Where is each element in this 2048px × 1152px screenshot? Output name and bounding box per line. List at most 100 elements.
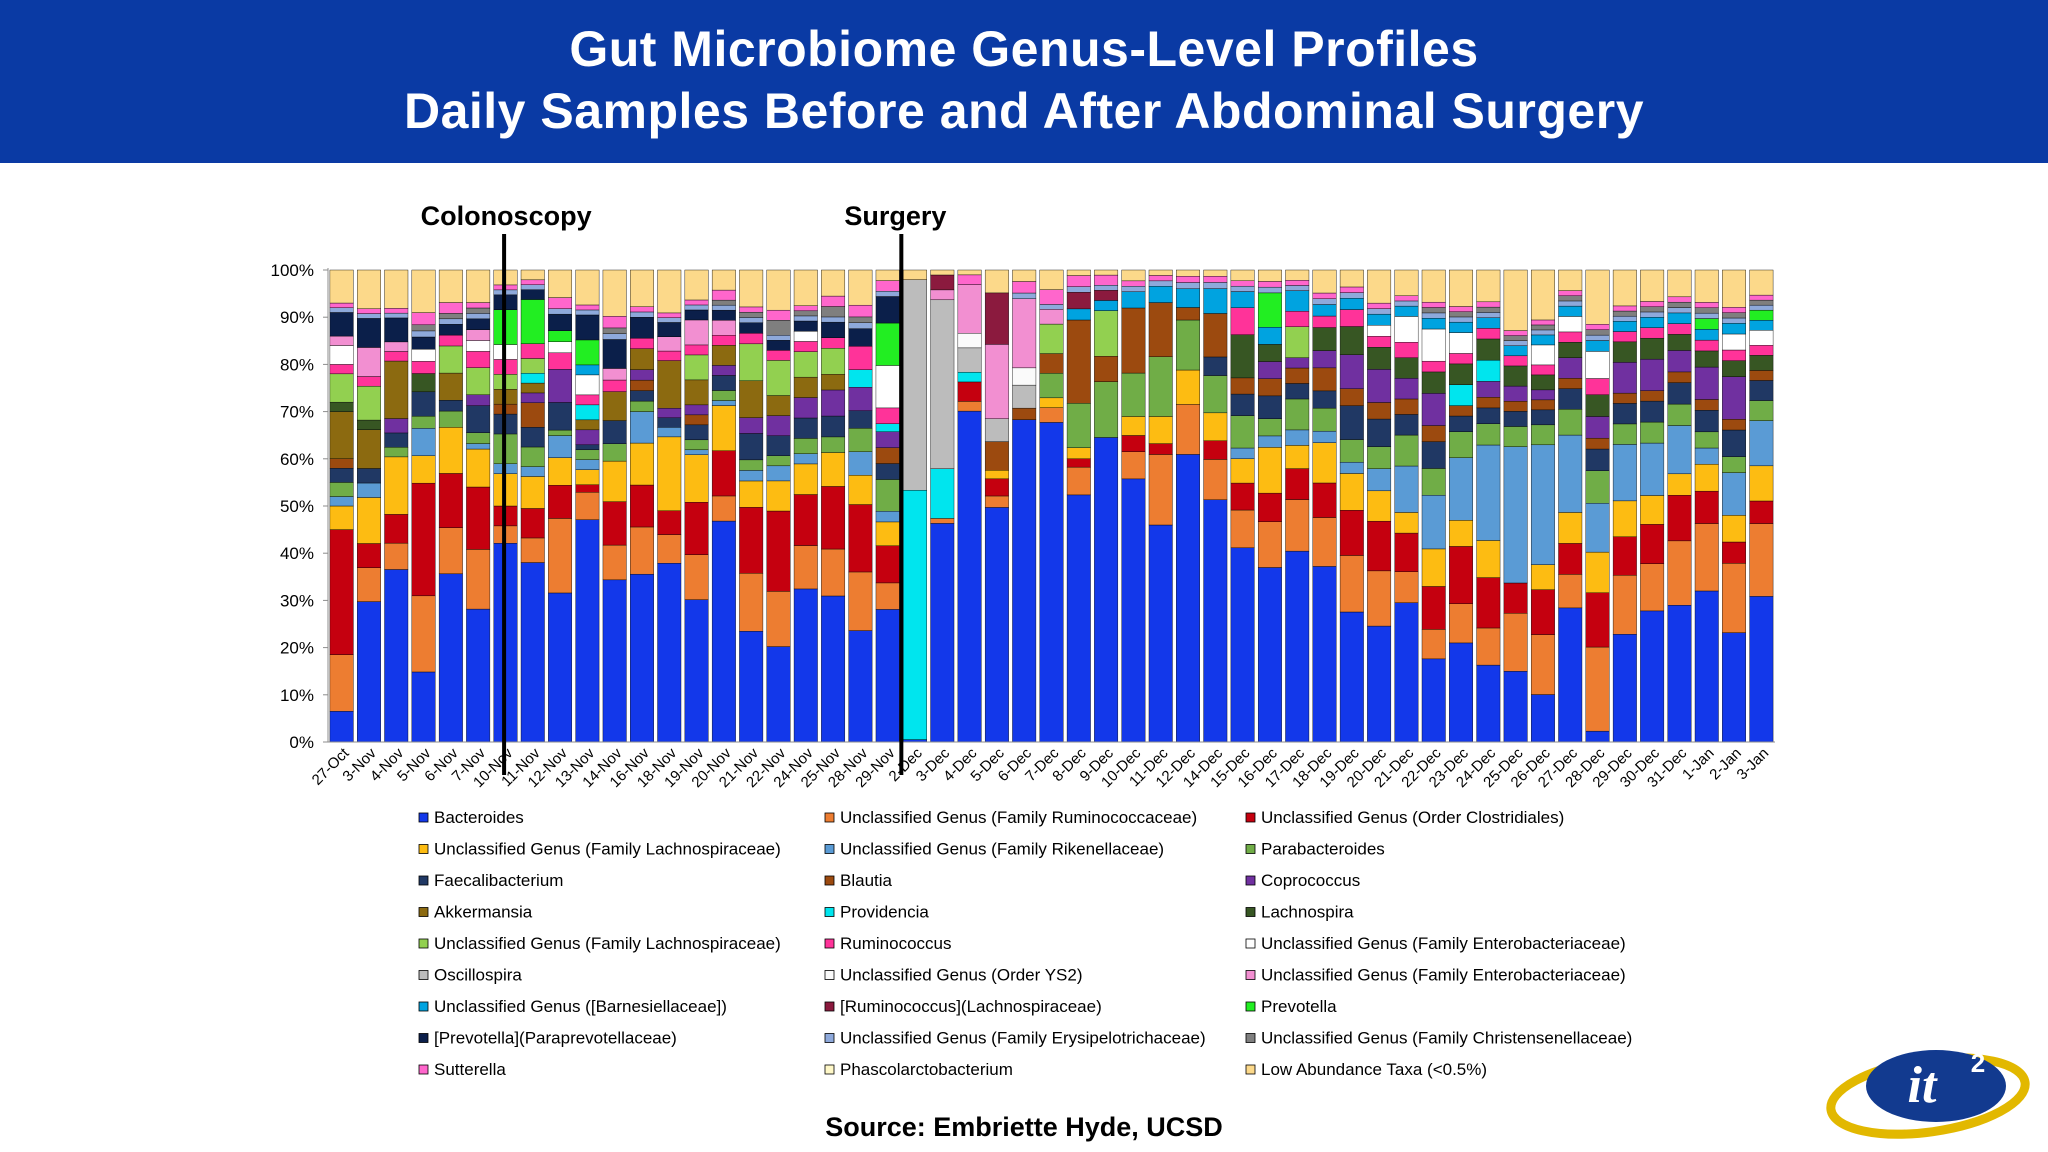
bar-segment-27-oct-unclassified-genus-family-rikenellaceae — [329, 496, 354, 507]
bar-segment-7-nov-faecalibacterium — [466, 405, 491, 433]
bar-segment-2-jan-unclassified-genus-family-erysipelotrichaceae — [1722, 317, 1746, 324]
bar-segment-23-dec-bacteroides — [1449, 642, 1473, 743]
bar-segment-20-nov-akkermansia — [711, 345, 736, 366]
bar-segment-22-nov-unclassified-genus-family-lachnospiraceae — [766, 360, 791, 396]
bar-segment-21-nov-ruminococcus — [739, 333, 764, 345]
bar-segment-16-nov-low-abundance-taxa-0-5 — [630, 269, 654, 307]
bar-segment-24-nov-sutterella — [793, 305, 818, 312]
bar-segment-28-nov-sutterella — [848, 304, 873, 318]
bar-segment-11-nov-low-abundance-taxa-0-5 — [520, 269, 545, 281]
stacked-bar-chart: 0%10%20%30%40%50%60%70%80%90%100%27-Oct3… — [271, 201, 1775, 1079]
y-tick-label: 30% — [280, 591, 314, 610]
bar-segment-18-dec-ruminococcus — [1312, 315, 1337, 328]
bar-segment-29-dec-unclassified-genus-family-ruminococcaceae — [1612, 575, 1637, 635]
legend-label-low-abundance-taxa-0-5: Low Abundance Taxa (<0.5%) — [1261, 1060, 1487, 1079]
bar-segment-5-dec-blautia — [984, 441, 1009, 471]
bar-segment-22-dec-unclassified-genus-family-erysipelotrichaceae — [1421, 312, 1446, 319]
source-caption: Source: Embriette Hyde, UCSD — [825, 1112, 1223, 1142]
bar-segment-5-dec-low-abundance-taxa-0-5 — [984, 269, 1009, 294]
bar-segment-5-dec-ruminococcus-lachnospiraceae — [984, 292, 1009, 345]
bar-segment-11-nov-unclassified-genus-family-erysipelotrichaceae — [520, 284, 545, 290]
legend-swatch-unclassified-genus-family-enterobacteriaceae — [1245, 970, 1256, 980]
bar-segment-12-dec-sutterella — [1176, 276, 1200, 283]
bar-segment-5-nov-unclassified-genus-family-rikenellaceae — [411, 428, 436, 456]
bar-segment-3-nov-unclassified-genus-family-lachnospiraceae — [357, 385, 381, 421]
bar-segment-27-oct-bacteroides — [329, 711, 354, 743]
bar-segment-22-dec-sutterella — [1421, 301, 1446, 308]
bar-segment-24-dec-low-abundance-taxa-0-5 — [1476, 269, 1501, 303]
bar-segment-22-dec-unclassified-genus-family-christensenellaceae — [1421, 307, 1446, 314]
bar-segment-11-nov-faecalibacterium — [520, 427, 545, 448]
bar-segment-24-nov-prevotella-paraprevotellaceae — [793, 320, 818, 332]
bar-segment-25-dec-blautia — [1503, 401, 1528, 412]
bar-segment-25-nov-unclassified-genus-family-erysipelotrichaceae — [821, 316, 846, 323]
bar-segment-2-jan-coprococcus — [1722, 376, 1746, 420]
bar-segment-22-nov-unclassified-genus-family-ruminococcaceae — [766, 591, 791, 647]
bar-segment-20-dec-unclassified-genus-family-enterobacteriaceae — [1367, 324, 1392, 337]
bar-segment-13-nov-ruminococcus — [575, 394, 600, 406]
bar-segment-16-dec-sutterella — [1257, 281, 1282, 288]
bar-segment-19-nov-ruminococcus — [684, 344, 709, 356]
bar-segment-14-dec-parabacteroides — [1203, 375, 1228, 414]
bar-segment-13-nov-coprococcus — [575, 429, 600, 446]
bar-segment-28-nov-ruminococcus — [848, 346, 873, 370]
bar-segment-23-dec-providencia — [1449, 384, 1473, 406]
bar-segment-14-dec-unclassified-genus-family-ruminococcaceae — [1203, 459, 1228, 500]
bar-segment-6-nov-unclassified-genus-family-christensenellaceae — [438, 313, 463, 320]
bar-segment-20-dec-sutterella — [1367, 302, 1392, 309]
bar-segment-27-dec-unclassified-genus-family-enterobacteriaceae — [1558, 316, 1583, 333]
bar-segment-5-dec-oscillospira — [984, 418, 1009, 442]
bar-segment-6-nov-low-abundance-taxa-0-5 — [438, 269, 463, 303]
bar-segment-27-oct-unclassified-genus-order-clostridiales — [329, 529, 354, 655]
legend-label-unclassified-genus-family-lachnospiraceae: Unclassified Genus (Family Lachnospirace… — [434, 934, 781, 953]
bar-segment-19-dec-ruminococcus — [1339, 309, 1364, 327]
bar-segment-25-nov-unclassified-genus-family-lachnospiraceae — [821, 348, 846, 375]
bar-segment-4-dec-oscillospira — [957, 347, 982, 373]
bar-segment-12-dec-unclassified-genus-family-ruminococcaceae — [1176, 404, 1200, 455]
bar-segment-20-dec-parabacteroides — [1367, 446, 1392, 469]
bar-segment-4-dec-unclassified-genus-family-enterobacteriaceae — [957, 284, 982, 334]
bar-segment-10-dec-unclassified-genus-order-clostridiales — [1121, 435, 1146, 452]
bar-segment-31-dec-blautia — [1667, 371, 1692, 383]
bar-segment-10-dec-unclassified-genus-barnesiellaceae — [1121, 291, 1146, 309]
bar-segment-21-dec-bacteroides — [1394, 602, 1419, 743]
bar-segment-18-nov-faecalibacterium — [657, 417, 682, 428]
bar-segment-29-dec-unclassified-genus-family-erysipelotrichaceae — [1612, 315, 1637, 322]
bar-segment-25-dec-parabacteroides — [1503, 426, 1528, 447]
bar-segment-24-dec-unclassified-genus-family-erysipelotrichaceae — [1476, 312, 1501, 318]
bar-segment-6-dec-bacteroides — [1012, 419, 1037, 743]
bar-segment-18-dec-low-abundance-taxa-0-5 — [1312, 269, 1337, 294]
bar-segment-11-nov-unclassified-genus-family-rikenellaceae — [520, 466, 545, 477]
bar-segment-6-dec-unclassified-genus-order-ys2 — [1012, 367, 1037, 386]
bar-segment-2-jan-ruminococcus — [1722, 349, 1746, 361]
bar-segment-4-nov-unclassified-genus-family-erysipelotrichaceae — [384, 312, 409, 319]
bar-segment-27-oct-ruminococcus — [329, 364, 354, 375]
bar-segment-25-dec-low-abundance-taxa-0-5 — [1503, 269, 1528, 331]
bar-segment-16-dec-unclassified-genus-family-erysipelotrichaceae — [1257, 286, 1282, 294]
bar-segment-1-jan-unclassified-genus-family-erysipelotrichaceae — [1694, 312, 1719, 319]
bar-segment-11-nov-bacteroides — [520, 562, 545, 743]
bar-segment-3-dec-low-abundance-taxa-0-5 — [930, 269, 955, 276]
bar-segment-20-dec-blautia — [1367, 402, 1392, 420]
bar-segment-14-nov-unclassified-genus-family-erysipelotrichaceae — [602, 333, 627, 340]
bar-segment-20-dec-faecalibacterium — [1367, 418, 1392, 447]
legend-swatch-unclassified-genus-order-clostridiales — [1245, 812, 1256, 823]
bar-segment-29-nov-providencia — [875, 423, 900, 432]
bar-segment-22-dec-unclassified-genus-family-enterobacteriaceae — [1421, 328, 1446, 362]
bar-segment-1-jan-unclassified-genus-family-lachnospiraceae — [1694, 463, 1719, 492]
svg-text:2: 2 — [1971, 1048, 1985, 1078]
bar-segment-4-nov-akkermansia — [384, 360, 409, 419]
bar-segment-22-dec-unclassified-genus-family-lachnospiraceae — [1421, 548, 1446, 587]
bar-segment-8-dec-bacteroides — [1066, 494, 1091, 743]
bar-segment-18-nov-coprococcus — [657, 408, 682, 418]
bar-segment-25-nov-faecalibacterium — [821, 415, 846, 438]
bar-segment-20-nov-parabacteroides — [711, 390, 736, 401]
bar-segment-16-nov-faecalibacterium — [630, 390, 654, 402]
bar-segment-26-dec-unclassified-genus-barnesiellaceae — [1530, 334, 1555, 346]
bar-segment-3-jan-faecalibacterium — [1749, 380, 1774, 401]
bar-segment-11-dec-unclassified-genus-family-erysipelotrichaceae — [1148, 280, 1173, 287]
bar-segment-31-dec-ruminococcus — [1667, 323, 1692, 335]
bar-segment-31-dec-parabacteroides — [1667, 403, 1692, 426]
bar-segment-4-dec-low-abundance-taxa-0-5 — [957, 269, 982, 276]
bar-segment-29-dec-parabacteroides — [1612, 423, 1637, 445]
